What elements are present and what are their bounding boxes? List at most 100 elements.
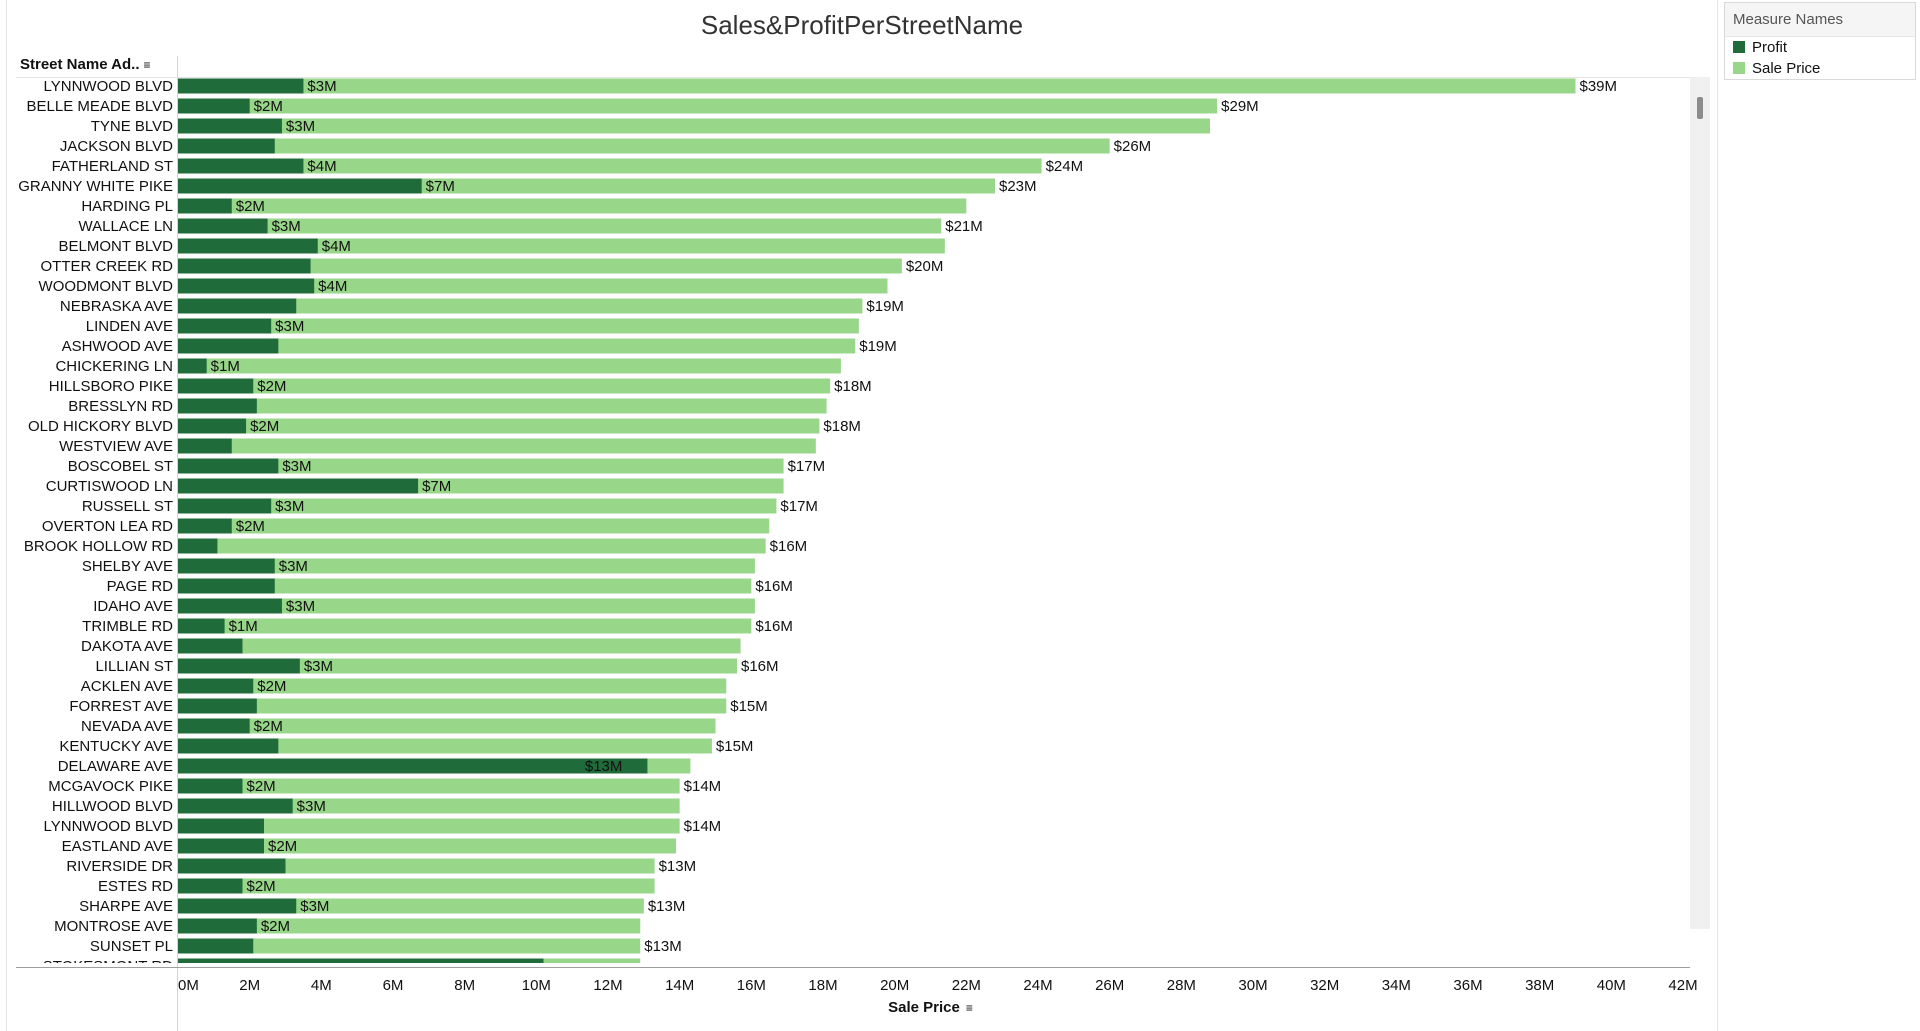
x-tick-label: 14M	[665, 977, 694, 994]
profit-bar	[178, 938, 254, 954]
sale-price-data-label: $24M	[1046, 158, 1084, 175]
profit-data-label: $3M	[304, 658, 333, 675]
profit-bar	[178, 658, 300, 674]
worksheet-panel	[6, 0, 1718, 1031]
sale-price-data-label: $20M	[906, 258, 944, 275]
category-label: JACKSON BLVD	[60, 138, 173, 155]
category-label: BELMONT BLVD	[59, 238, 174, 255]
profit-bar	[178, 698, 257, 714]
x-tick-label: 36M	[1453, 977, 1482, 994]
profit-data-label: $4M	[318, 278, 347, 295]
sale-price-data-label: $19M	[859, 338, 897, 355]
profit-data-label: $4M	[307, 158, 336, 175]
category-label: SHARPE AVE	[79, 898, 173, 915]
profit-bar	[178, 278, 315, 294]
category-label: HARDING PL	[81, 198, 173, 215]
sale-price-bar	[178, 638, 741, 654]
category-label: GRANNY WHITE PIKE	[18, 178, 173, 195]
category-label: SHELBY AVE	[82, 558, 173, 575]
row-header[interactable]: Street Name Ad.. ≡	[20, 56, 151, 73]
profit-bar	[178, 298, 297, 314]
profit-bar	[178, 718, 250, 734]
profit-data-label: $2M	[254, 718, 283, 735]
x-axis-label: Sale Price	[888, 999, 960, 1016]
category-label: RUSSELL ST	[82, 498, 173, 515]
x-tick-label: 22M	[952, 977, 981, 994]
row-header-label: Street Name Ad..	[20, 56, 140, 73]
profit-data-label: $3M	[275, 498, 304, 515]
sale-price-bar	[178, 118, 1210, 134]
category-label: BELLE MEADE BLVD	[27, 98, 174, 115]
profit-bar	[178, 878, 243, 894]
category-label: NEVADA AVE	[81, 718, 173, 735]
category-label: BRESSLYN RD	[68, 398, 173, 415]
profit-data-label: $2M	[236, 518, 265, 535]
sale-price-data-label: $15M	[730, 698, 768, 715]
category-label: PAGE RD	[107, 578, 174, 595]
profit-data-label: $2M	[261, 918, 290, 935]
sale-price-bar	[178, 218, 942, 234]
sale-price-bar	[178, 278, 888, 294]
sale-price-bar	[178, 938, 641, 954]
sale-price-bar	[178, 578, 752, 594]
profit-data-label: $2M	[268, 838, 297, 855]
category-label: TRIMBLE RD	[82, 618, 173, 635]
category-label: ACKLEN AVE	[81, 678, 173, 695]
profit-data-label: $2M	[247, 778, 276, 795]
x-tick-label: 16M	[737, 977, 766, 994]
sale-price-bar	[178, 258, 902, 274]
category-label: DAKOTA AVE	[81, 638, 173, 655]
profit-bar	[178, 518, 232, 534]
legend-item-profit[interactable]: Profit	[1725, 37, 1915, 58]
chart-title: Sales&ProfitPerStreetName	[700, 10, 1024, 40]
profit-bar	[178, 358, 207, 374]
x-tick-label: 26M	[1095, 977, 1124, 994]
category-label: SUNSET PL	[90, 938, 173, 955]
sort-icon[interactable]: ≡	[965, 1001, 973, 1015]
sale-price-data-label: $16M	[741, 658, 779, 675]
x-tick-label: 12M	[593, 977, 622, 994]
profit-bar	[178, 918, 257, 934]
legend-panel: Measure Names Profit Sale Price	[1724, 2, 1916, 80]
scrollbar-thumb[interactable]	[1697, 97, 1703, 119]
profit-bar	[178, 778, 243, 794]
category-label: ASHWOOD AVE	[62, 338, 173, 355]
x-tick-label: 34M	[1382, 977, 1411, 994]
sale-price-bar	[178, 778, 680, 794]
sale-price-bar	[178, 538, 766, 554]
vertical-scrollbar[interactable]	[1690, 77, 1710, 929]
category-label: DELAWARE AVE	[58, 758, 173, 775]
x-tick-label: 28M	[1167, 977, 1196, 994]
sale-price-data-label: $26M	[1114, 138, 1152, 155]
sale-price-data-label: $18M	[823, 418, 861, 435]
category-label: LYNNWOOD BLVD	[44, 818, 174, 835]
x-tick-label: 8M	[454, 977, 475, 994]
legend-item-sale-price[interactable]: Sale Price	[1725, 58, 1915, 79]
category-label: TYNE BLVD	[91, 118, 173, 135]
category-label: CHICKERING LN	[55, 358, 173, 375]
category-label: WALLACE LN	[79, 218, 173, 235]
x-tick-label: 24M	[1023, 977, 1052, 994]
category-label: HILLWOOD BLVD	[52, 798, 173, 815]
sort-icon[interactable]: ≡	[143, 58, 151, 72]
profit-bar	[178, 218, 268, 234]
x-axis-title[interactable]: Sale Price ≡	[178, 999, 1683, 1016]
category-label: STOKESMONT RD	[43, 958, 173, 975]
profit-bar	[178, 958, 544, 963]
x-tick-label: 40M	[1597, 977, 1626, 994]
x-tick-label: 2M	[239, 977, 260, 994]
sale-price-bar	[178, 318, 859, 334]
profit-data-label: $2M	[250, 418, 279, 435]
legend-label: Sale Price	[1752, 60, 1821, 77]
category-label: IDAHO AVE	[93, 598, 173, 615]
sale-price-data-label: $16M	[755, 578, 793, 595]
profit-bar	[178, 898, 297, 914]
x-tick-label: 4M	[311, 977, 332, 994]
category-label: MCGAVOCK PIKE	[48, 778, 173, 795]
sale-price-data-label: $14M	[684, 778, 722, 795]
sale-price-bar	[178, 618, 752, 634]
profit-bar	[178, 418, 247, 434]
profit-bar	[178, 438, 232, 454]
sale-price-data-label: $19M	[866, 298, 904, 315]
sale-price-bar	[178, 598, 755, 614]
